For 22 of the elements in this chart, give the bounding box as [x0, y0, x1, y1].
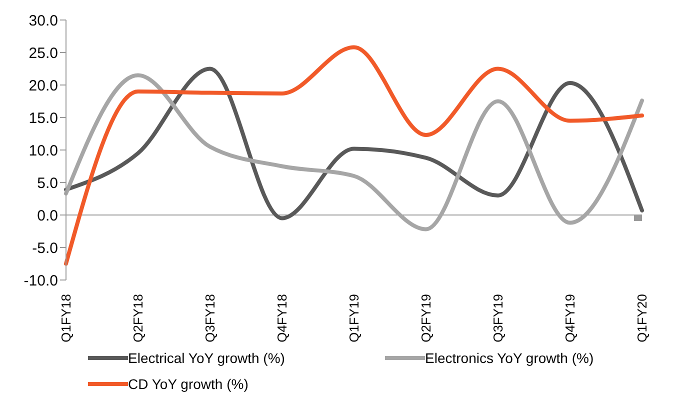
y-tick-label: 20.0 — [28, 77, 58, 94]
y-tick-label: 30.0 — [28, 12, 58, 30]
x-tick-label: Q2FY18 — [130, 294, 146, 342]
x-tick-label: Q1FY19 — [346, 294, 362, 342]
x-tick-label: Q3FY18 — [202, 294, 218, 342]
y-tick-label: 10.0 — [28, 142, 58, 160]
y-tick-label: -10.0 — [24, 272, 58, 290]
y-tick-label: -5.0 — [32, 240, 58, 257]
legend-label: Electrical YoY growth (%) — [128, 350, 285, 366]
x-tick-label: Q3FY19 — [490, 294, 506, 342]
x-tick-label: Q2FY19 — [418, 294, 434, 342]
x-tick-label: Q4FY19 — [562, 294, 578, 342]
x-tick-label: Q1FY20 — [634, 294, 650, 342]
y-tick-label: 0.0 — [37, 207, 58, 224]
y-tick-label: 25.0 — [28, 44, 58, 62]
line-series — [64, 45, 644, 266]
x-tick-label: Q1FY18 — [58, 294, 74, 342]
y-tick-label: 15.0 — [28, 110, 58, 127]
y-tick-label: 5.0 — [37, 174, 58, 192]
legend-label: Electronics YoY growth (%) — [425, 350, 594, 366]
legend-label: CD YoY growth (%) — [128, 376, 248, 392]
x-tick-label: Q4FY18 — [274, 294, 290, 342]
